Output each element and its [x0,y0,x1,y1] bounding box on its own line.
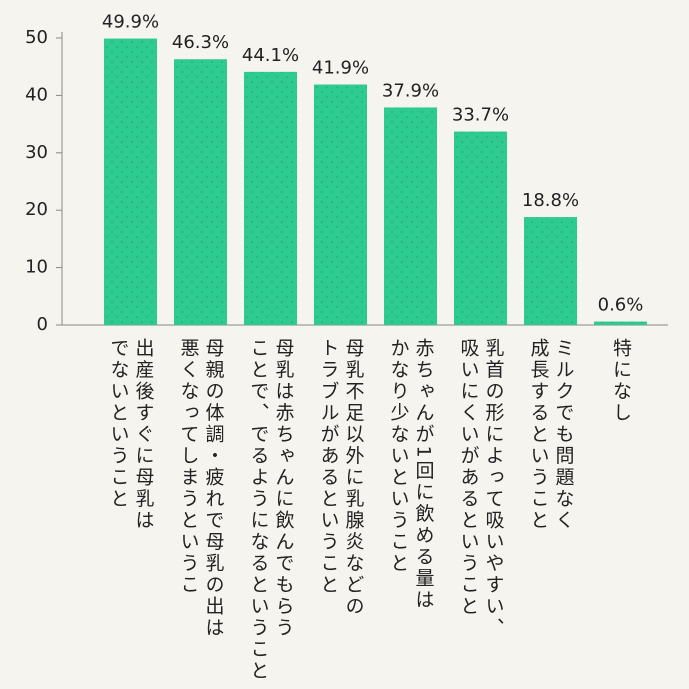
bar [524,217,577,325]
y-tick-label: 40 [25,84,48,105]
category-label: ミルクでも問題なく 成長するということ [527,338,575,532]
category-label: 母乳は赤ちゃんに飲んでもらう ことで、でるようになるということ [247,338,295,682]
category-label: 特になし [610,338,632,424]
category-label: 赤ちゃんが1回に飲める量は かなり少ないということ [387,338,435,611]
bar [174,59,227,325]
value-label: 18.8% [522,190,579,211]
value-label: 46.3% [172,32,229,53]
y-tick-label: 50 [25,27,48,48]
y-tick-label: 20 [25,199,48,220]
y-tick-label: 10 [25,257,48,278]
value-label: 33.7% [452,105,509,126]
value-label: 37.9% [382,80,439,101]
category-label: 母乳不足以外に乳腺炎などの トラブルがあるということ [317,338,365,618]
value-label: 0.6% [598,295,644,316]
category-label: 乳首の形によって吸いやすい、 吸いにくいがあるということ [457,338,505,639]
bar [594,321,647,325]
category-label: 出産後すぐに母乳は でないということ [107,338,155,532]
bar [314,84,367,325]
value-label: 49.9% [102,12,159,33]
bar [104,38,157,325]
category-label: 母親の体調・疲れで母乳の出は 悪くなってしまうというこ [177,338,225,639]
bar [454,131,507,325]
bar [384,107,437,325]
value-label: 41.9% [312,57,369,78]
y-tick-label: 30 [25,142,48,163]
value-label: 44.1% [242,45,299,66]
y-tick-label: 0 [37,314,48,335]
bar [244,71,297,325]
